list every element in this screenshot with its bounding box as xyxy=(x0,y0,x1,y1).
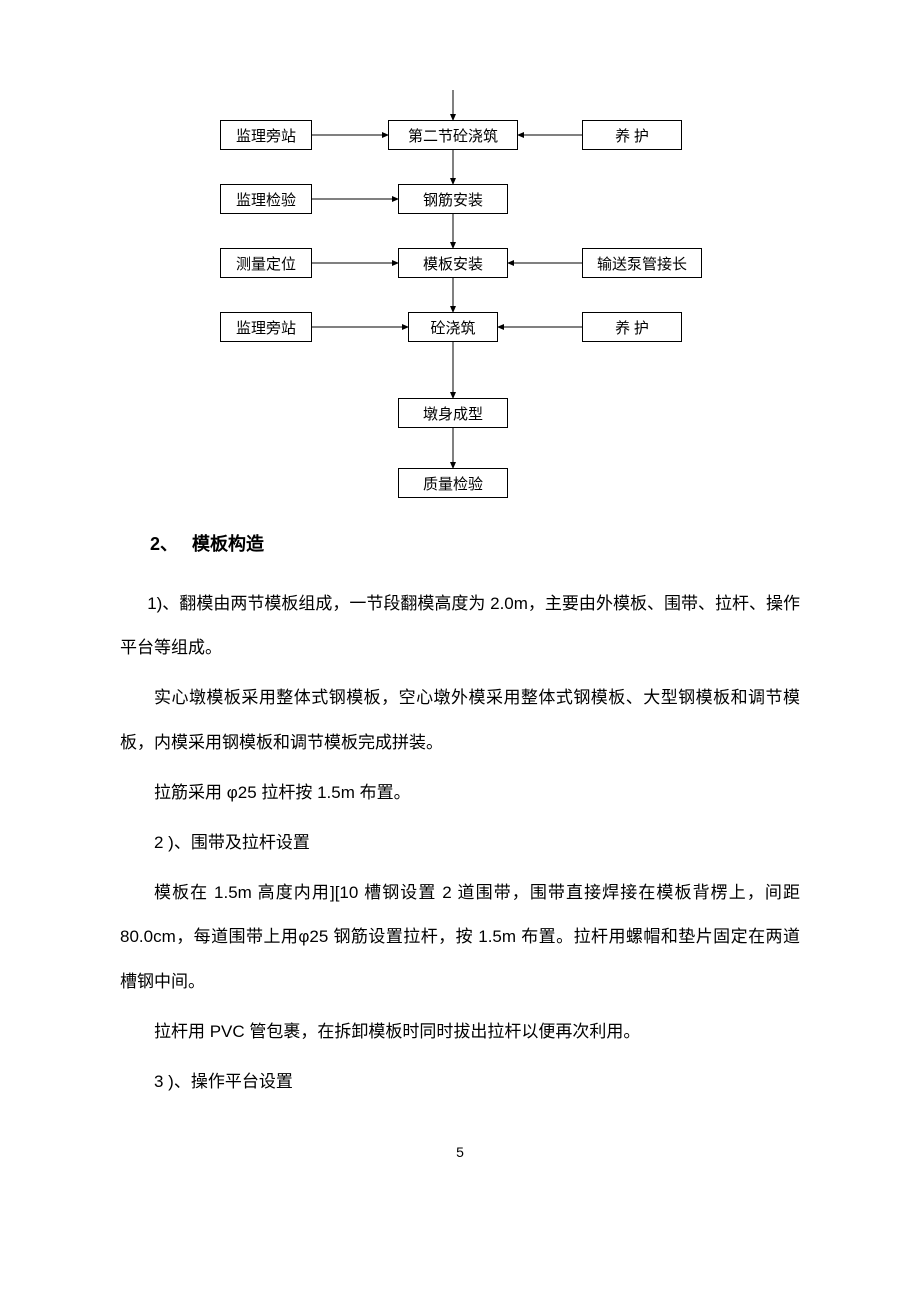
flowchart-node-left1: 监理旁站 xyxy=(220,120,312,150)
paragraph-5: 模板在 1.5m 高度内用][10 槽钢设置 2 道围带，围带直接焊接在模板背楞… xyxy=(120,871,800,1004)
section-title: 2、 模板构造 xyxy=(150,530,800,556)
paragraph-6: 拉杆用 PVC 管包裹，在拆卸模板时同时拔出拉杆以便再次利用。 xyxy=(120,1010,800,1054)
flowchart-node-mid4: 砼浇筑 xyxy=(408,312,498,342)
flowchart-node-right1: 养 护 xyxy=(582,120,682,150)
flowchart-node-mid1: 第二节砼浇筑 xyxy=(388,120,518,150)
paragraph-2: 实心墩模板采用整体式钢模板，空心墩外模采用整体式钢模板、大型钢模板和调节模板，内… xyxy=(120,676,800,764)
flowchart-node-left3: 测量定位 xyxy=(220,248,312,278)
document-page: 监理旁站监理检验测量定位监理旁站第二节砼浇筑钢筋安装模板安装砼浇筑墩身成型质量检… xyxy=(0,0,920,1200)
flowchart-node-right4: 养 护 xyxy=(582,312,682,342)
flowchart-node-mid2: 钢筋安装 xyxy=(398,184,508,214)
paragraph-4: 2 )、围带及拉杆设置 xyxy=(120,821,800,865)
flowchart-node-mid6: 质量检验 xyxy=(398,468,508,498)
paragraph-3: 拉筋采用 φ25 拉杆按 1.5m 布置。 xyxy=(120,771,800,815)
paragraph-1: 1)、翻模由两节模板组成，一节段翻模高度为 2.0m，主要由外模板、围带、拉杆、… xyxy=(120,582,800,670)
construction-flowchart: 监理旁站监理检验测量定位监理旁站第二节砼浇筑钢筋安装模板安装砼浇筑墩身成型质量检… xyxy=(200,60,720,500)
paragraph-7: 3 )、操作平台设置 xyxy=(120,1060,800,1104)
flowchart-node-mid3: 模板安装 xyxy=(398,248,508,278)
flowchart-node-left4: 监理旁站 xyxy=(220,312,312,342)
flowchart-node-right3: 输送泵管接长 xyxy=(582,248,702,278)
flowchart-node-left2: 监理检验 xyxy=(220,184,312,214)
flowchart-node-mid5: 墩身成型 xyxy=(398,398,508,428)
page-number: 5 xyxy=(120,1144,800,1160)
